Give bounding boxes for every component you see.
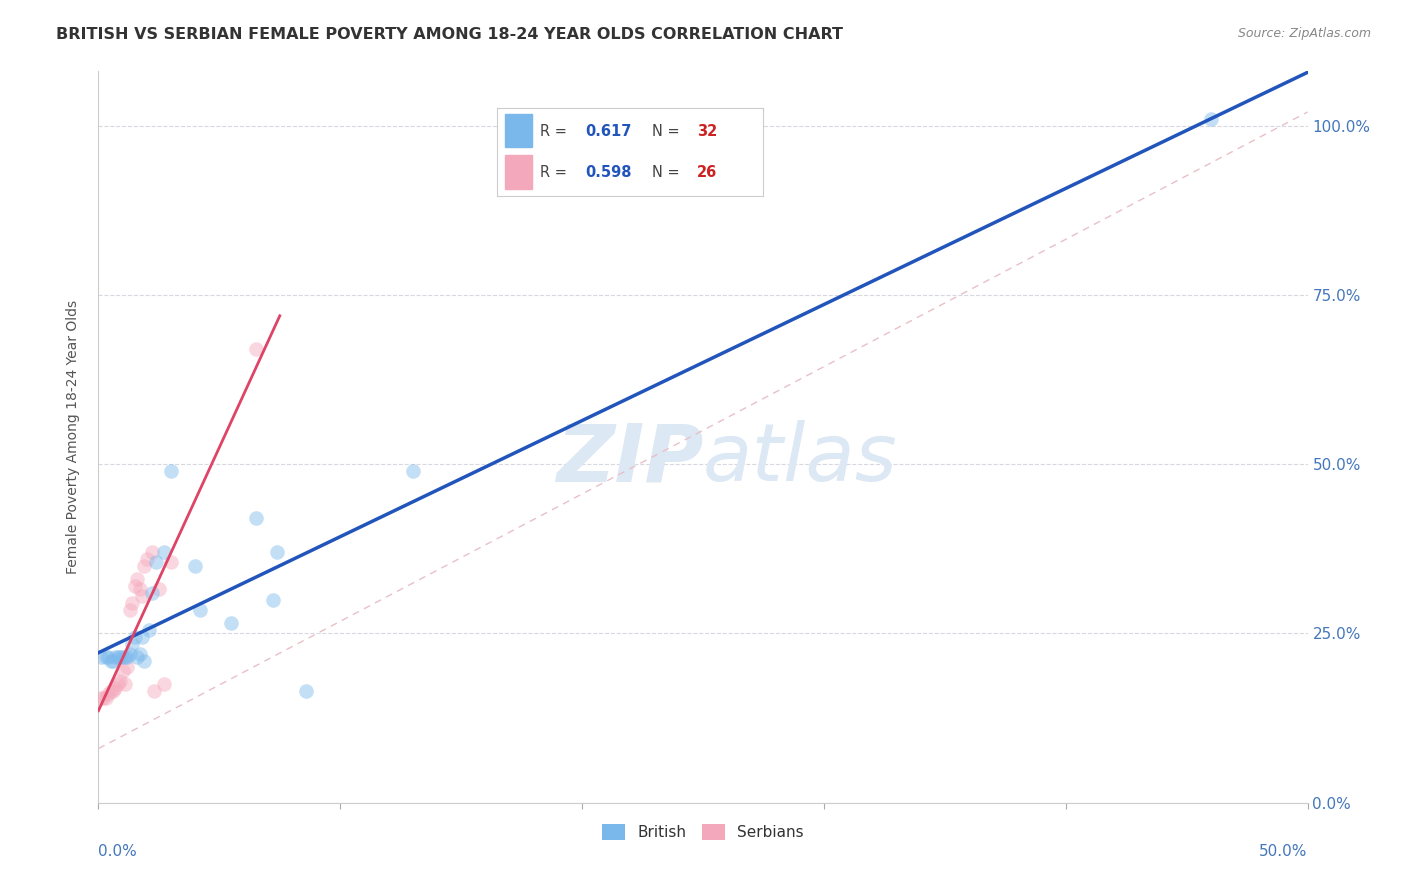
Serbians <box>245 342 267 356</box>
Serbians <box>101 684 124 698</box>
British <box>145 555 167 569</box>
Text: 0.0%: 0.0% <box>98 845 138 860</box>
British <box>114 650 136 665</box>
British <box>262 592 284 607</box>
British <box>101 654 124 668</box>
Serbians <box>141 545 163 559</box>
Serbians <box>121 596 143 610</box>
British <box>188 603 211 617</box>
Y-axis label: Female Poverty Among 18-24 Year Olds: Female Poverty Among 18-24 Year Olds <box>66 300 80 574</box>
Serbians <box>118 603 141 617</box>
Legend: British, Serbians: British, Serbians <box>596 818 810 847</box>
British <box>152 545 174 559</box>
British <box>245 511 267 525</box>
British <box>128 647 150 661</box>
British <box>1199 112 1222 126</box>
Serbians <box>160 555 183 569</box>
Serbians <box>135 552 157 566</box>
Serbians <box>107 677 129 691</box>
British <box>221 616 243 631</box>
Serbians <box>127 572 149 586</box>
Text: 50.0%: 50.0% <box>1260 845 1308 860</box>
Serbians <box>91 690 114 705</box>
Serbians <box>94 690 117 705</box>
British <box>97 650 120 665</box>
Serbians <box>134 558 156 573</box>
British <box>295 684 318 698</box>
Text: BRITISH VS SERBIAN FEMALE POVERTY AMONG 18-24 YEAR OLDS CORRELATION CHART: BRITISH VS SERBIAN FEMALE POVERTY AMONG … <box>56 27 844 42</box>
British <box>108 650 131 665</box>
British <box>184 558 207 573</box>
Serbians <box>97 688 120 702</box>
Text: ZIP: ZIP <box>555 420 703 498</box>
British <box>160 464 183 478</box>
British <box>141 586 163 600</box>
British <box>131 630 153 644</box>
British <box>121 637 143 651</box>
Serbians <box>108 673 131 688</box>
British <box>402 464 425 478</box>
British <box>118 647 141 661</box>
British <box>107 650 129 665</box>
Serbians <box>90 690 112 705</box>
Serbians <box>152 677 174 691</box>
Serbians <box>104 681 127 695</box>
Serbians <box>148 582 170 597</box>
British <box>124 630 146 644</box>
British <box>104 650 127 665</box>
Text: Source: ZipAtlas.com: Source: ZipAtlas.com <box>1237 27 1371 40</box>
British <box>100 654 122 668</box>
Serbians <box>128 582 150 597</box>
Serbians <box>124 579 146 593</box>
British <box>90 650 112 665</box>
British <box>94 650 117 665</box>
Serbians <box>131 589 153 603</box>
British <box>127 650 149 665</box>
Serbians <box>114 677 136 691</box>
British <box>266 545 288 559</box>
Serbians <box>100 684 122 698</box>
Serbians <box>117 660 139 674</box>
Text: atlas: atlas <box>703 420 898 498</box>
Serbians <box>143 684 166 698</box>
British <box>138 623 160 637</box>
British <box>111 650 134 665</box>
Serbians <box>111 664 134 678</box>
British <box>134 654 156 668</box>
British <box>117 650 139 665</box>
